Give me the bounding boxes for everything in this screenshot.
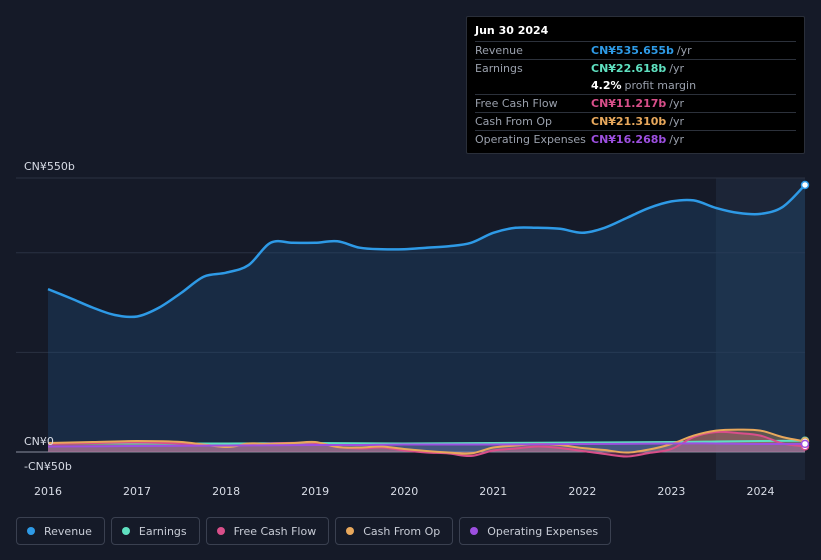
tooltip-row-opex: Operating Expenses CN¥16.268b /yr — [475, 130, 796, 148]
legend-item-earnings[interactable]: Earnings — [110, 517, 200, 545]
y-axis-zero-label: CN¥0 — [24, 435, 54, 448]
tooltip-margin-value: 4.2% — [591, 79, 622, 92]
tooltip-label: Free Cash Flow — [475, 97, 558, 110]
tooltip-unit: /yr — [676, 44, 692, 57]
legend-label: Earnings — [138, 524, 187, 538]
tooltip-panel: Jun 30 2024 Revenue CN¥535.655b /yr Earn… — [466, 16, 805, 154]
x-tick-label: 2018 — [212, 485, 240, 498]
legend-dot-icon — [470, 527, 479, 535]
x-tick-label: 2021 — [479, 485, 507, 498]
cash-from-op-line — [47, 428, 806, 455]
end-markers — [800, 180, 810, 451]
tooltip-label: Revenue — [475, 44, 523, 57]
tooltip-margin-text: profit margin — [624, 79, 697, 92]
tooltip-label: Operating Expenses — [475, 133, 586, 146]
x-tick-label: 2022 — [568, 485, 596, 498]
legend-label: Cash From Op — [363, 524, 441, 538]
tooltip-unit: /yr — [669, 62, 685, 75]
x-axis-ticks: 2016 2017 2018 2019 2020 2021 2022 2023 2024 — [34, 485, 774, 498]
revenue-end-marker — [800, 180, 810, 190]
y-axis-bottom-label: -CN¥50b — [24, 460, 72, 473]
legend-dot-icon — [27, 527, 35, 535]
tooltip-unit: /yr — [669, 97, 685, 110]
legend-label: Free Cash Flow — [233, 524, 317, 538]
legend-item-revenue[interactable]: Revenue — [16, 517, 105, 545]
legend-item-operating-expenses[interactable]: Operating Expenses — [459, 517, 612, 545]
tooltip-row-fcf: Free Cash Flow CN¥11.217b /yr — [475, 94, 796, 112]
free-cash-flow-area — [48, 431, 805, 457]
series-lines — [47, 184, 806, 458]
tooltip-value: CN¥22.618b — [591, 62, 667, 75]
legend-label: Operating Expenses — [487, 524, 599, 538]
tooltip-value: CN¥11.217b — [591, 97, 667, 110]
legend-item-cash-from-op[interactable]: Cash From Op — [335, 517, 454, 545]
x-tick-label: 2019 — [301, 485, 329, 498]
legend-item-free-cash-flow[interactable]: Free Cash Flow — [205, 517, 330, 545]
operating-expenses-line — [47, 442, 806, 448]
legend-label: Revenue — [44, 524, 92, 538]
tooltip-label: Cash From Op — [475, 115, 553, 128]
tooltip-row-cfo: Cash From Op CN¥21.310b /yr — [475, 112, 796, 130]
tooltip-value: CN¥21.310b — [591, 115, 667, 128]
tooltip-value: CN¥535.655b — [591, 44, 674, 57]
cash-from-op-area — [48, 429, 805, 454]
tooltip-date: Jun 30 2024 — [475, 24, 549, 37]
x-tick-label: 2024 — [746, 485, 774, 498]
tooltip-row-revenue: Revenue CN¥535.655b /yr — [475, 41, 796, 59]
chart-legend: Revenue Earnings Free Cash Flow Cash Fro… — [16, 517, 612, 545]
tooltip-unit: /yr — [669, 133, 685, 146]
series-areas — [48, 185, 805, 457]
tooltip-value: CN¥16.268b — [591, 133, 667, 146]
tooltip-label: Earnings — [475, 62, 523, 75]
x-tick-label: 2017 — [123, 485, 151, 498]
tooltip-unit: /yr — [669, 115, 685, 128]
legend-dot-icon — [216, 527, 225, 535]
operating-expenses-end-marker — [800, 439, 810, 449]
x-tick-label: 2023 — [657, 485, 685, 498]
y-axis-top-label: CN¥550b — [24, 160, 75, 173]
revenue-area — [48, 185, 805, 452]
x-tick-label: 2016 — [34, 485, 62, 498]
legend-dot-icon — [121, 527, 130, 535]
x-tick-label: 2020 — [390, 485, 418, 498]
tooltip-row-margin: 4.2% profit margin — [475, 77, 796, 94]
revenue-line — [47, 184, 806, 319]
legend-dot-icon — [346, 527, 355, 535]
tooltip-row-earnings: Earnings CN¥22.618b /yr — [475, 59, 796, 77]
